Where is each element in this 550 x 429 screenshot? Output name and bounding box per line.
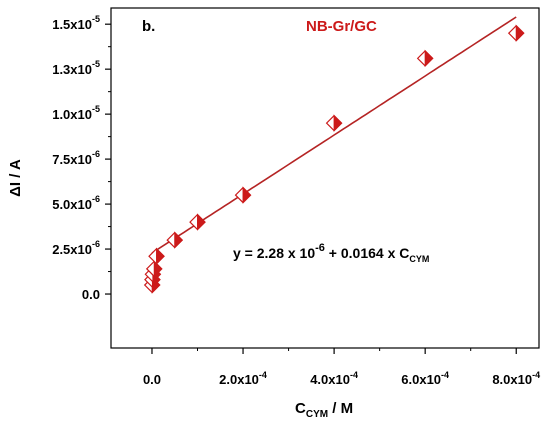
- y-tick-exponent: -6: [92, 149, 100, 159]
- marker-fill: [515, 24, 525, 42]
- y-tick-exponent: -5: [92, 104, 100, 114]
- y-tick-exponent: -6: [92, 239, 100, 249]
- data-point: [234, 186, 252, 204]
- y-tick-mantissa: 1.3x10: [52, 62, 92, 77]
- equation-subscript: CYM: [409, 254, 429, 264]
- fit-line: [151, 16, 517, 254]
- x-tick-exponent: -4: [532, 370, 540, 380]
- x-tick-exponent: -4: [441, 370, 449, 380]
- y-tick-label: 1.5x10-5: [52, 14, 100, 32]
- x-tick-mantissa: 2.0x10: [219, 372, 259, 387]
- equation-middle: + 0.0164 x C: [325, 245, 409, 261]
- y-tick-label: 1.3x10-5: [52, 59, 100, 77]
- y-tick-mantissa: 1.0x10: [52, 107, 92, 122]
- x-tick-label: 0.0: [143, 372, 161, 387]
- y-tick-label: 7.5x10-6: [52, 149, 100, 167]
- x-axis-title-main: C: [295, 400, 306, 417]
- x-tick-mantissa: 4.0x10: [310, 372, 350, 387]
- y-tick-mantissa: 1.5x10: [52, 17, 92, 32]
- equation: y = 2.28 x 10-6 + 0.0164 x CCYM: [233, 242, 429, 264]
- y-tick-mantissa: 0.0: [82, 287, 100, 302]
- data-point: [325, 114, 343, 132]
- y-tick-exponent: -5: [92, 59, 100, 69]
- x-axis-title-unit: / M: [328, 400, 353, 417]
- data-point: [166, 231, 184, 249]
- y-tick-exponent: -5: [92, 14, 100, 24]
- x-axis-title: CCYM / M: [295, 400, 353, 420]
- y-tick-label: 0.0: [82, 287, 100, 302]
- x-tick-exponent: -4: [350, 370, 358, 380]
- marker-fill: [242, 186, 252, 204]
- equation-prefix: y = 2.28 x 10: [233, 245, 315, 261]
- x-tick-mantissa: 0.0: [143, 372, 161, 387]
- y-axis-title: ΔI / A: [7, 159, 24, 197]
- data-point: [189, 213, 206, 231]
- x-tick-label: 8.0x10-4: [492, 370, 540, 387]
- y-tick-mantissa: 5.0x10: [52, 197, 92, 212]
- legend-label: NB-Gr/GC: [306, 18, 377, 35]
- y-tick-exponent: -6: [92, 194, 100, 204]
- x-tick-label: 4.0x10-4: [310, 370, 358, 387]
- x-tick-label: 6.0x10-4: [401, 370, 449, 387]
- data-point: [416, 49, 434, 68]
- marker-fill: [174, 231, 183, 249]
- x-tick-label: 2.0x10-4: [219, 370, 267, 387]
- data-points: [143, 24, 525, 294]
- x-tick-mantissa: 8.0x10: [492, 372, 532, 387]
- x-tick-mantissa: 6.0x10: [401, 372, 441, 387]
- plot-frame: [110, 7, 540, 349]
- x-axis-ticks: 0.0 2.0x10-4 4.0x10-4 6.0x10-4 8.0x10-4: [143, 348, 540, 387]
- panel-label: b.: [142, 18, 155, 35]
- marker-fill: [333, 114, 343, 132]
- data-point: [145, 260, 163, 278]
- y-axis-ticks: 0.02.5x10-65.0x10-67.5x10-61.0x10-51.3x1…: [52, 14, 111, 302]
- marker-fill: [153, 260, 163, 278]
- x-axis-title-subscript: CYM: [306, 409, 328, 420]
- data-point: [148, 247, 165, 265]
- marker-fill: [424, 49, 434, 68]
- x-tick-exponent: -4: [259, 370, 267, 380]
- y-tick-mantissa: 2.5x10: [52, 242, 92, 257]
- y-tick-mantissa: 7.5x10: [52, 152, 92, 167]
- y-tick-label: 1.0x10-5: [52, 104, 100, 122]
- marker-fill: [197, 213, 206, 231]
- y-tick-label: 5.0x10-6: [52, 194, 100, 212]
- equation-exponent: -6: [315, 242, 325, 254]
- data-point: [507, 24, 525, 42]
- y-tick-label: 2.5x10-6: [52, 239, 100, 257]
- fit-line-group: [151, 16, 517, 254]
- marker-fill: [156, 247, 165, 265]
